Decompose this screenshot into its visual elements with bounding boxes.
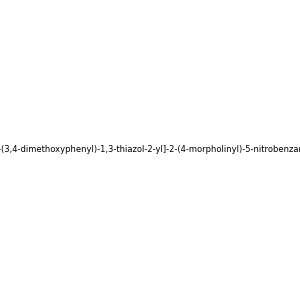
Text: N-[4-(3,4-dimethoxyphenyl)-1,3-thiazol-2-yl]-2-(4-morpholinyl)-5-nitrobenzamide: N-[4-(3,4-dimethoxyphenyl)-1,3-thiazol-2… — [0, 146, 300, 154]
